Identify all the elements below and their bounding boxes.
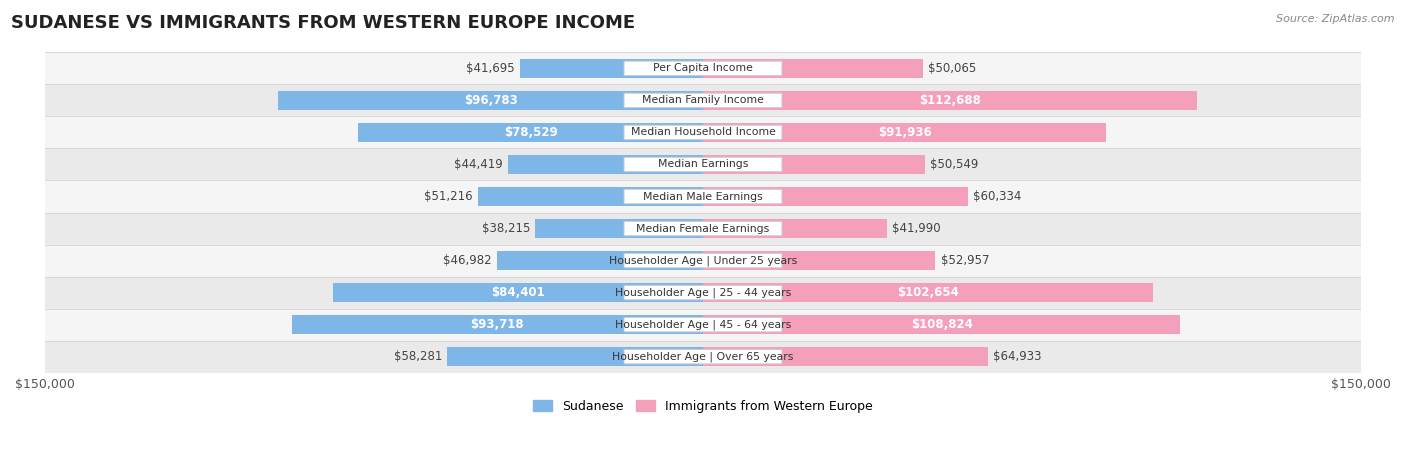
- Bar: [359, 123, 703, 142]
- Text: $41,990: $41,990: [893, 222, 941, 235]
- Bar: [496, 251, 703, 270]
- Bar: [45, 309, 1361, 340]
- Bar: [703, 347, 988, 366]
- Text: Per Capita Income: Per Capita Income: [652, 64, 754, 73]
- Bar: [536, 219, 703, 238]
- Text: $78,529: $78,529: [503, 126, 558, 139]
- Bar: [703, 123, 1107, 142]
- FancyBboxPatch shape: [624, 349, 782, 364]
- Bar: [508, 155, 703, 174]
- Text: $96,783: $96,783: [464, 94, 517, 107]
- Bar: [703, 187, 967, 206]
- Text: $58,281: $58,281: [394, 350, 441, 363]
- Bar: [520, 59, 703, 78]
- Bar: [703, 91, 1198, 110]
- Text: Householder Age | 45 - 64 years: Householder Age | 45 - 64 years: [614, 319, 792, 330]
- Text: Median Male Earnings: Median Male Earnings: [643, 191, 763, 202]
- FancyBboxPatch shape: [624, 189, 782, 204]
- Text: Source: ZipAtlas.com: Source: ZipAtlas.com: [1277, 14, 1395, 24]
- Bar: [703, 155, 925, 174]
- Text: Householder Age | Under 25 years: Householder Age | Under 25 years: [609, 255, 797, 266]
- Text: $38,215: $38,215: [482, 222, 530, 235]
- Bar: [45, 180, 1361, 212]
- Text: $108,824: $108,824: [911, 318, 973, 331]
- FancyBboxPatch shape: [624, 157, 782, 172]
- Text: $112,688: $112,688: [920, 94, 981, 107]
- Bar: [703, 59, 922, 78]
- Text: Median Family Income: Median Family Income: [643, 95, 763, 106]
- Text: $64,933: $64,933: [993, 350, 1042, 363]
- FancyBboxPatch shape: [624, 254, 782, 268]
- Text: Median Female Earnings: Median Female Earnings: [637, 224, 769, 234]
- Text: Householder Age | Over 65 years: Householder Age | Over 65 years: [612, 352, 794, 362]
- FancyBboxPatch shape: [624, 285, 782, 300]
- Legend: Sudanese, Immigrants from Western Europe: Sudanese, Immigrants from Western Europe: [529, 395, 877, 417]
- Text: Householder Age | 25 - 44 years: Householder Age | 25 - 44 years: [614, 287, 792, 298]
- Text: Median Earnings: Median Earnings: [658, 159, 748, 170]
- Text: $52,957: $52,957: [941, 254, 988, 267]
- FancyBboxPatch shape: [624, 221, 782, 236]
- Text: $46,982: $46,982: [443, 254, 492, 267]
- Text: $41,695: $41,695: [467, 62, 515, 75]
- Bar: [703, 219, 887, 238]
- Text: SUDANESE VS IMMIGRANTS FROM WESTERN EUROPE INCOME: SUDANESE VS IMMIGRANTS FROM WESTERN EURO…: [11, 14, 636, 32]
- Bar: [703, 251, 935, 270]
- Bar: [45, 116, 1361, 149]
- Text: $50,065: $50,065: [928, 62, 976, 75]
- Text: $91,936: $91,936: [877, 126, 932, 139]
- Text: $50,549: $50,549: [929, 158, 979, 171]
- Bar: [703, 283, 1153, 302]
- Text: Median Household Income: Median Household Income: [630, 127, 776, 137]
- Bar: [45, 245, 1361, 276]
- Text: $60,334: $60,334: [973, 190, 1021, 203]
- Bar: [478, 187, 703, 206]
- Text: $44,419: $44,419: [454, 158, 503, 171]
- Bar: [45, 340, 1361, 373]
- Bar: [45, 52, 1361, 85]
- Text: $84,401: $84,401: [491, 286, 544, 299]
- FancyBboxPatch shape: [624, 318, 782, 332]
- Text: $102,654: $102,654: [897, 286, 959, 299]
- Text: $51,216: $51,216: [425, 190, 472, 203]
- Bar: [45, 212, 1361, 245]
- FancyBboxPatch shape: [624, 125, 782, 140]
- FancyBboxPatch shape: [624, 61, 782, 76]
- Bar: [292, 315, 703, 334]
- Bar: [333, 283, 703, 302]
- Bar: [278, 91, 703, 110]
- Bar: [45, 85, 1361, 116]
- Bar: [45, 276, 1361, 309]
- Bar: [45, 149, 1361, 180]
- Bar: [447, 347, 703, 366]
- FancyBboxPatch shape: [624, 93, 782, 107]
- Bar: [703, 315, 1181, 334]
- Text: $93,718: $93,718: [471, 318, 524, 331]
